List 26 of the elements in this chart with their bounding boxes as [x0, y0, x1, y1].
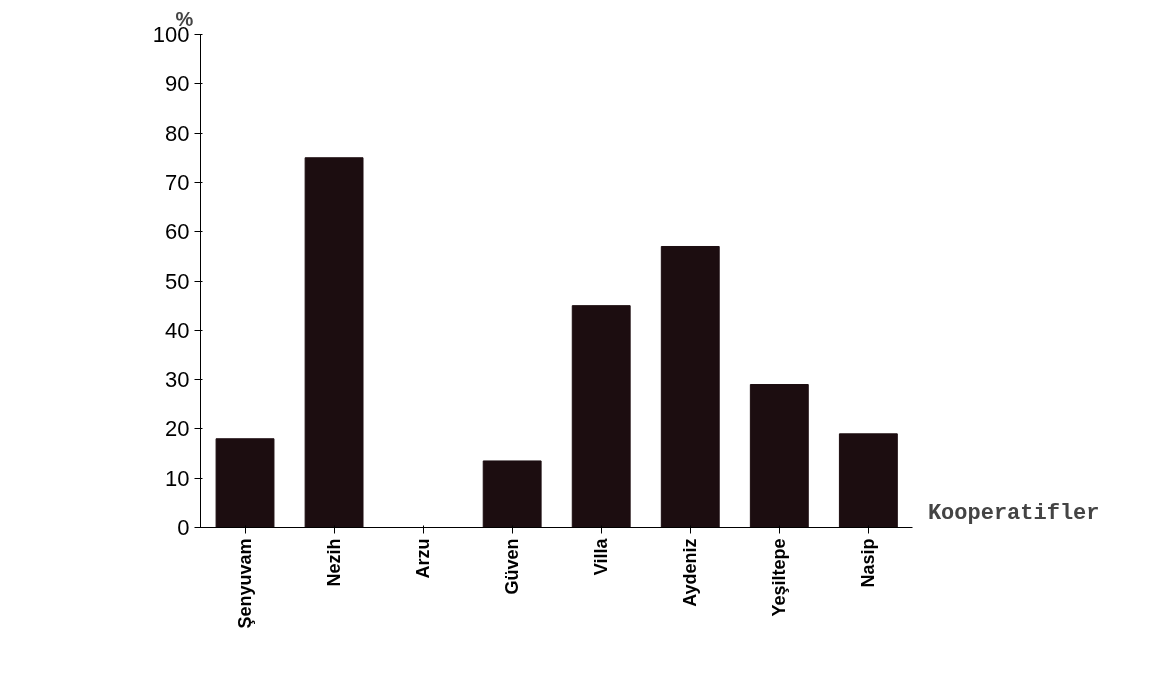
x-tick-label: Şenyuvam — [235, 538, 256, 629]
bar — [215, 438, 275, 528]
x-tick-label: Villa — [591, 537, 612, 576]
x-axis-title: Kooperatifler — [927, 500, 1100, 526]
x-tick-label: Nasip — [858, 538, 879, 588]
y-tick-label: 80 — [165, 120, 190, 146]
y-tick-label: 90 — [165, 71, 190, 97]
y-tick-label: 60 — [165, 219, 190, 245]
x-tick-label: Nezih — [324, 538, 345, 587]
y-tick-label: 70 — [165, 169, 190, 195]
bar — [304, 157, 364, 528]
y-tick-label: 40 — [165, 317, 190, 343]
bar — [571, 305, 631, 528]
x-tick-label: Güven — [502, 538, 523, 595]
bar — [838, 433, 898, 528]
x-tick-label: Aydeniz — [680, 538, 701, 607]
x-tick-label: Yeşiltepe — [769, 538, 790, 617]
y-tick-label: 10 — [165, 465, 190, 491]
x-tick-label: Arzu — [413, 538, 434, 579]
y-tick-label: 50 — [165, 268, 190, 294]
y-tick-label: 0 — [177, 515, 190, 540]
bar — [660, 245, 720, 528]
y-tick-label: 20 — [165, 416, 190, 442]
bar — [482, 460, 542, 528]
bar — [749, 384, 809, 528]
y-tick-label: 30 — [165, 367, 190, 393]
